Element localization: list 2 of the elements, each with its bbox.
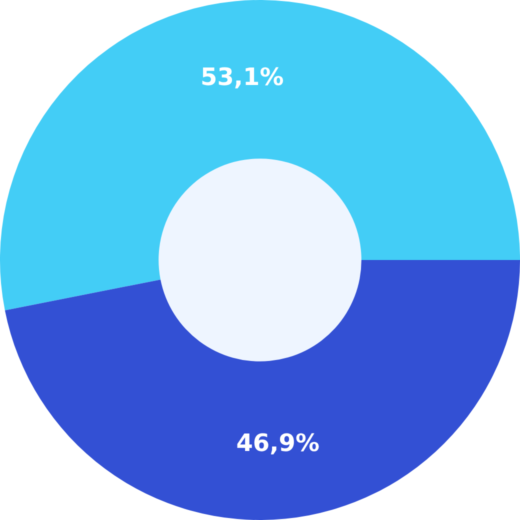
data-label: 53,1% (200, 63, 284, 92)
data-label: 46,9% (236, 428, 320, 457)
